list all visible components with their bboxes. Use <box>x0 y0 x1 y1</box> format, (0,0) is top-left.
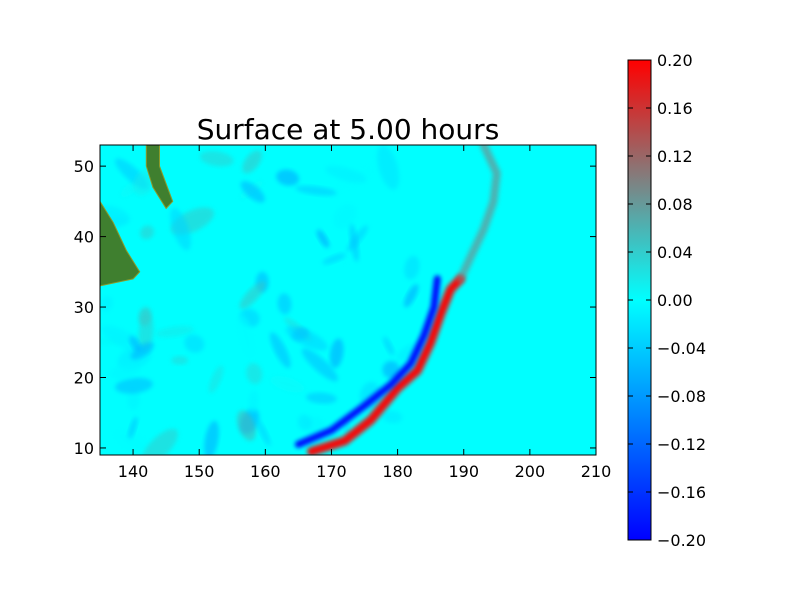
x-tick-label: 140 <box>118 462 149 481</box>
texture-blob <box>246 363 263 385</box>
texture-blob <box>109 364 141 380</box>
texture-blob <box>404 255 420 280</box>
colorbar-tick-label: 0.16 <box>657 99 693 118</box>
colorbar-ticks: 0.20 0.16 0.12 0.08 0.04 0.00 −0.04 −0.08 −0.12 −… <box>628 51 706 550</box>
texture-blob <box>100 295 113 312</box>
texture-blob <box>256 419 271 446</box>
y-tick-label: 10 <box>74 439 94 458</box>
texture-blob <box>329 338 344 369</box>
texture-blob <box>115 377 153 394</box>
x-axis: 140 150 160 170 180 190 200 210 <box>118 145 611 481</box>
texture-blob <box>242 150 262 174</box>
texture-blob <box>285 325 328 351</box>
texture-blob <box>170 207 191 251</box>
texture-blob <box>155 325 195 338</box>
texture-blob <box>248 390 259 414</box>
texture-blob <box>237 314 255 359</box>
land-region-1 <box>145 145 174 210</box>
wave-feature-1 <box>294 275 441 448</box>
colorbar-tick-label: 0.00 <box>657 291 693 310</box>
texture-blob <box>382 410 403 424</box>
colorbar-tick-label: −0.12 <box>657 435 706 454</box>
plot-area <box>100 145 596 455</box>
colorbar-tick-label: −0.16 <box>657 483 706 502</box>
y-tick-label: 40 <box>74 228 94 247</box>
wave-features <box>294 145 501 455</box>
wave-feature-0 <box>307 274 465 455</box>
x-tick-label: 210 <box>581 462 612 481</box>
texture-blob <box>240 181 265 203</box>
texture-blob <box>270 375 305 393</box>
y-tick-label: 20 <box>74 369 94 388</box>
texture-blob <box>316 229 330 248</box>
texture-blob <box>301 348 339 382</box>
texture-blob <box>269 332 291 369</box>
x-tick-label: 150 <box>184 462 215 481</box>
texture-blob <box>184 334 205 353</box>
land-layer <box>100 145 174 287</box>
texture-blob <box>208 365 224 394</box>
texture-blob <box>171 356 189 365</box>
plot-frame <box>99 144 597 456</box>
texture-blob <box>204 420 219 455</box>
y-axis: 10 20 30 40 50 <box>74 157 596 458</box>
texture-blob <box>333 203 357 229</box>
texture-blob <box>297 414 312 431</box>
texture-blob <box>236 410 256 441</box>
colorbar-tick-label: −0.04 <box>657 339 706 358</box>
texture-blob <box>141 428 178 455</box>
x-tick-label: 170 <box>316 462 347 481</box>
chart-title: Surface at 5.00 hours <box>197 113 500 146</box>
texture-blob <box>277 293 292 315</box>
texture-blob <box>322 253 346 265</box>
texture-blob <box>127 389 140 411</box>
texture-blob <box>128 416 138 439</box>
texture-blob <box>276 169 300 186</box>
x-tick-label: 190 <box>448 462 479 481</box>
colorbar-tick-label: 0.08 <box>657 195 693 214</box>
texture-blob <box>306 392 337 404</box>
texture-blob <box>349 223 359 262</box>
colorbar-tick-label: 0.12 <box>657 147 693 166</box>
x-tick-label: 160 <box>250 462 281 481</box>
texture-blob <box>382 360 400 379</box>
colorbar: 0.20 0.16 0.12 0.08 0.04 0.00 −0.04 −0.08 −0.12 −… <box>627 51 706 550</box>
x-tick-label: 180 <box>382 462 413 481</box>
colorbar-tick-label: −0.08 <box>657 387 706 406</box>
texture-blob <box>199 151 234 167</box>
texture-blob <box>130 342 155 360</box>
texture-blob <box>382 336 395 356</box>
texture-blob <box>325 165 367 184</box>
colorbar-tick-label: 0.04 <box>657 243 693 262</box>
texture-blob <box>138 313 154 352</box>
texture-blob <box>113 429 152 455</box>
texture-blob <box>140 225 154 240</box>
wave-feature-2 <box>456 145 501 283</box>
y-tick-label: 30 <box>74 298 94 317</box>
plot-background <box>100 145 596 455</box>
y-tick-label: 50 <box>74 157 94 176</box>
texture-blob <box>403 284 419 308</box>
colorbar-tick-label: −0.20 <box>657 531 706 550</box>
colorbar-tick-label: 0.20 <box>657 51 693 70</box>
texture-blob <box>377 145 400 190</box>
texture-blob <box>295 185 338 196</box>
texture-blob <box>239 281 266 309</box>
x-tick-label: 200 <box>515 462 546 481</box>
land-region-0 <box>100 145 141 287</box>
